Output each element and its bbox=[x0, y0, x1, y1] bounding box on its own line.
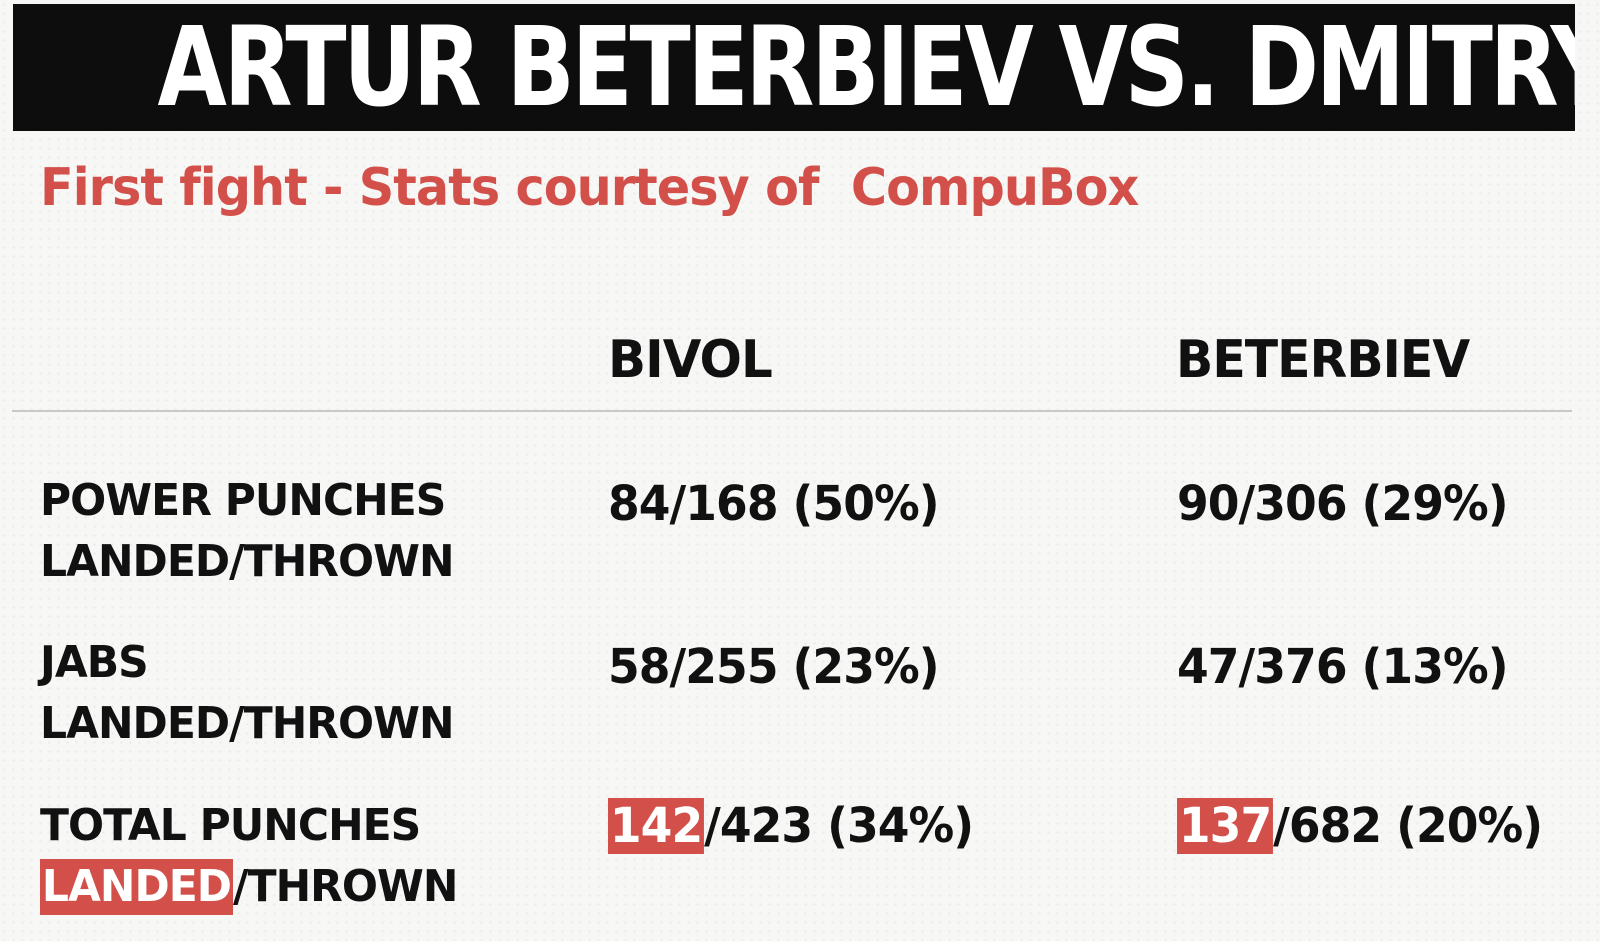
row-label-rest: /THROWN bbox=[233, 861, 458, 912]
page-title: ARTUR BETERBIEV VS. DMITRY BIVOL bbox=[157, 4, 1575, 131]
stat-bivol-total-punches: 142/423 (34%) bbox=[608, 796, 974, 856]
column-header-beterbiev: BETERBIEV bbox=[1176, 330, 1470, 390]
highlight-beterbiev-landed: 137 bbox=[1177, 798, 1274, 854]
column-header-bivol: BIVOL bbox=[608, 330, 773, 390]
row-label-line: LANDED/THROWN bbox=[40, 536, 455, 587]
title-bar: ARTUR BETERBIEV VS. DMITRY BIVOL bbox=[13, 4, 1575, 131]
row-label-total-punches: TOTAL PUNCHES LANDED/THROWN bbox=[40, 795, 542, 917]
row-label-line: JABS bbox=[40, 637, 149, 688]
row-label-line: POWER PUNCHES bbox=[40, 475, 446, 526]
stat-bivol-jabs: 58/255 (23%) bbox=[608, 639, 940, 695]
row-label-line-2: LANDED/THROWN bbox=[40, 856, 542, 917]
stat-beterbiev-jabs: 47/376 (13%) bbox=[1177, 639, 1509, 695]
stat-beterbiev-power-punches: 90/306 (29%) bbox=[1177, 476, 1509, 532]
stat-rest: /682 (20%) bbox=[1273, 798, 1543, 854]
highlight-landed: LANDED bbox=[40, 859, 234, 915]
stat-rest: /423 (34%) bbox=[704, 798, 974, 854]
row-label-jabs: JABS LANDED/THROWN bbox=[40, 632, 542, 754]
subtitle: First fight - Stats courtesy of CompuBox bbox=[40, 158, 1139, 218]
stat-beterbiev-total-punches: 137/682 (20%) bbox=[1177, 796, 1543, 856]
row-label-power-punches: POWER PUNCHES LANDED/THROWN bbox=[40, 470, 542, 592]
row-label-line: TOTAL PUNCHES bbox=[40, 800, 421, 851]
header-divider bbox=[12, 410, 1572, 412]
row-label-line: LANDED/THROWN bbox=[40, 698, 455, 749]
highlight-bivol-landed: 142 bbox=[608, 798, 705, 854]
stat-bivol-power-punches: 84/168 (50%) bbox=[608, 476, 940, 532]
